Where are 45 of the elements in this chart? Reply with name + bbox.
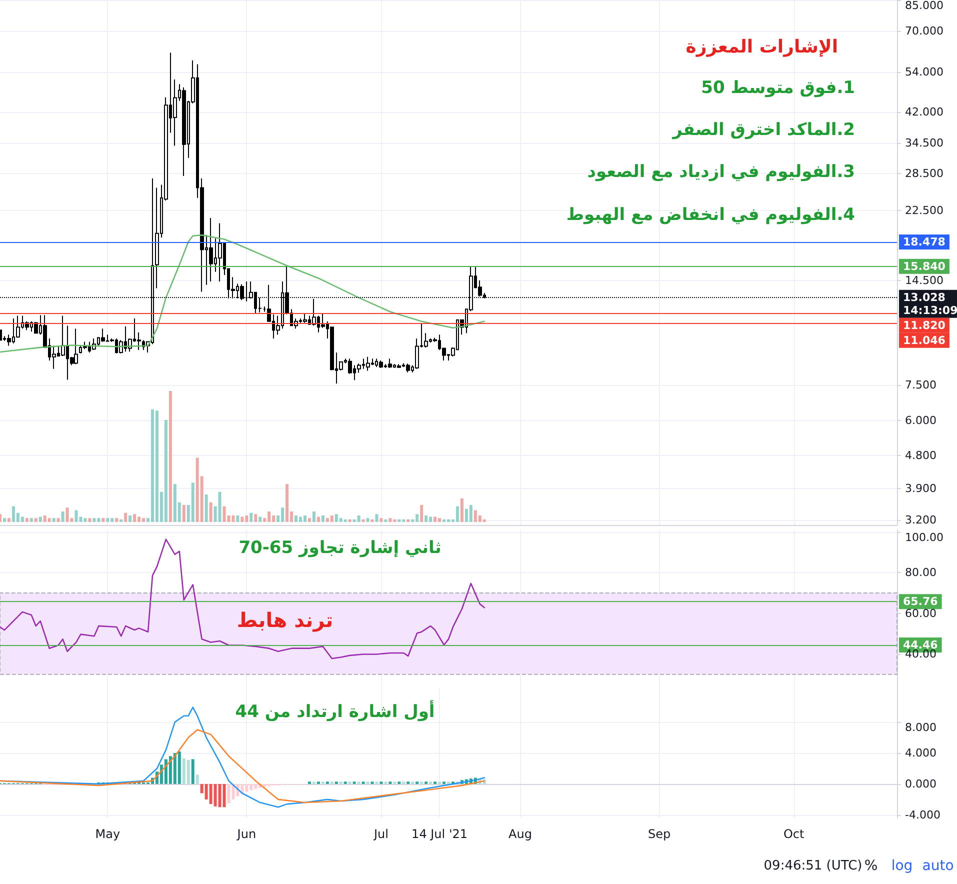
x-tick-label: Oct xyxy=(783,827,805,841)
ref-line-label: 18.478 xyxy=(903,235,946,248)
x-tick-label: Jun xyxy=(236,827,256,841)
y-tick-label: 70.000 xyxy=(905,24,944,38)
y-tick-label: 85.000 xyxy=(905,0,944,12)
x-tick-label: Sep xyxy=(648,827,671,841)
y-tick-label: 34.500 xyxy=(905,136,944,150)
x-tick-label: Jul xyxy=(372,827,388,841)
y-tick-label: 42.000 xyxy=(905,105,944,118)
annotation: ترند هابط xyxy=(236,608,334,632)
text: auto xyxy=(922,858,954,874)
y-tick-label: 4.800 xyxy=(905,449,936,462)
x-tick-label: Aug xyxy=(508,827,532,841)
text: % xyxy=(864,858,878,874)
annotation: 1.فوق متوسط 50 xyxy=(701,78,855,98)
y-tick-label: 8.000 xyxy=(905,721,936,734)
ref-line-label: 13.028 14:13:09 xyxy=(903,290,957,317)
legend-label: 11.046 xyxy=(903,334,946,347)
y-tick-label: 3.200 xyxy=(905,513,936,526)
annotation: 2.الماكد اخترق الصفر xyxy=(672,120,855,140)
y-tick-label: -4.000 xyxy=(905,808,940,822)
x-tick-label: May xyxy=(95,827,120,841)
y-tick-label: 7.500 xyxy=(905,378,936,392)
ref-line-label: 15.840 xyxy=(903,260,946,273)
y-tick-label: 0.000 xyxy=(905,777,936,790)
y-tick-label: 3.900 xyxy=(905,482,936,496)
annotation: ثاني إشارة تجاوز 65-70 xyxy=(238,538,442,558)
annotation: أول اشارة ارتداد من 44 xyxy=(235,700,435,722)
ref-line-label: 65.76 xyxy=(903,595,938,608)
y-tick-label: 80.00 xyxy=(905,566,936,580)
y-tick-label: 28.500 xyxy=(905,166,944,180)
x-tick-label: 14 Jul '21 xyxy=(412,827,468,841)
text: الإشارات المعززة xyxy=(686,36,838,58)
y-tick-label: 22.500 xyxy=(905,204,944,218)
text: log xyxy=(891,858,913,874)
y-tick-label: 6.000 xyxy=(905,414,936,427)
y-tick-label: 14.500 xyxy=(905,274,944,287)
ref-line-label: 11.820 xyxy=(903,318,946,332)
annotation: 4.الفوليوم في انخفاض مع الهبوط xyxy=(566,205,856,225)
y-tick-label: 60.00 xyxy=(905,606,936,620)
y-tick-label: 100.00 xyxy=(905,531,944,544)
text: 09:46:51 (UTC) xyxy=(764,858,862,874)
annotation: 3.الفوليوم في ازدياد مع الصعود xyxy=(587,162,855,182)
y-tick-label: 54.000 xyxy=(905,65,944,78)
y-tick-label: 4.000 xyxy=(905,746,936,760)
